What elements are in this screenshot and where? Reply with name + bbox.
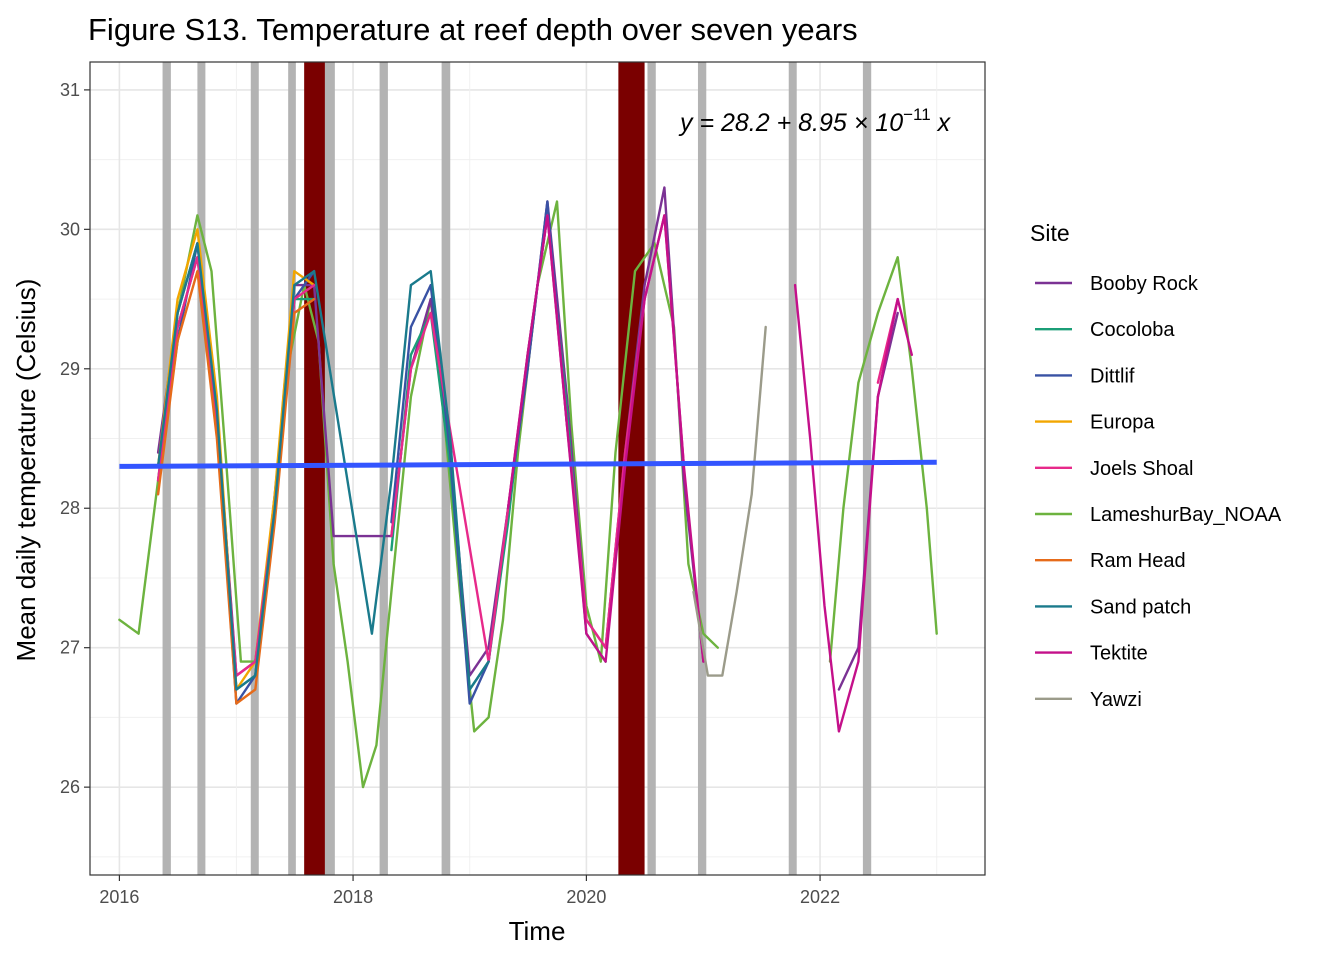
legend-item: Sand patch: [1035, 596, 1191, 618]
shaded-period-gray: [441, 62, 451, 875]
chart-title: Figure S13. Temperature at reef depth ov…: [88, 12, 858, 47]
shaded-period-gray: [862, 62, 872, 875]
x-tick-label: 2018: [333, 887, 373, 907]
shaded-period-gray: [197, 62, 206, 875]
y-tick-label: 28: [60, 498, 80, 518]
plot-border: [89, 61, 986, 876]
equation-rhs: x: [931, 109, 952, 137]
y-tick-label: 31: [60, 80, 80, 100]
legend-item: LameshurBay_NOAA: [1035, 504, 1282, 526]
equation-exponent: −11: [903, 105, 931, 124]
legend-label: Dittlif: [1090, 365, 1135, 387]
legend-label: Tektite: [1090, 643, 1148, 665]
y-axis-title: Mean daily temperature (Celsius): [11, 279, 41, 662]
y-tick-label: 26: [60, 777, 80, 797]
shaded-period-gray: [788, 62, 797, 875]
series-line-lameshurbay-noaa: [118, 200, 938, 789]
legend-item: Joels Shoal: [1035, 458, 1193, 480]
y-tick-label: 29: [60, 359, 80, 379]
legend-item: Yawzi: [1035, 689, 1142, 711]
legend-label: Yawzi: [1090, 689, 1142, 711]
series-line-ram-head: [156, 270, 316, 705]
legend-item: Dittlif: [1035, 365, 1135, 387]
shaded-period-gray: [647, 62, 656, 875]
legend-items: Booby Rock Cocoloba Dittlif Europa Joels Sho…: [1035, 273, 1282, 711]
x-tick-label: 2020: [566, 887, 606, 907]
legend-item: Ram Head: [1035, 550, 1186, 572]
x-axis-ticks: 2016 2018 2020 2022: [99, 875, 840, 907]
legend-title: Site: [1030, 220, 1070, 246]
trend-line-segment: [119, 459, 937, 469]
legend-label: LameshurBay_NOAA: [1090, 504, 1282, 526]
x-tick-label: 2022: [800, 887, 840, 907]
shaded-period-gray: [288, 62, 296, 875]
legend-label: Joels Shoal: [1090, 458, 1193, 480]
legend-label: Cocoloba: [1090, 319, 1175, 341]
legend-label: Booby Rock: [1090, 273, 1199, 295]
data-series: [118, 186, 938, 789]
legend-label: Ram Head: [1090, 550, 1186, 572]
trend-equation: y = 28.2 + 8.95 × 10−11 x: [678, 105, 952, 137]
legend-item: Booby Rock: [1035, 273, 1199, 295]
legend-label: Sand patch: [1090, 596, 1191, 618]
x-axis-title: Time: [509, 916, 566, 946]
series-line-yawzi: [692, 325, 767, 677]
plot-panel: [90, 62, 985, 875]
legend-item: Tektite: [1035, 643, 1148, 665]
shaded-period-gray: [697, 62, 707, 875]
y-tick-label: 30: [60, 219, 80, 239]
legend-item: Cocoloba: [1035, 319, 1175, 341]
shaded-period-dark: [304, 62, 325, 875]
shaded-period-gray: [250, 62, 259, 875]
legend-label: Europa: [1090, 412, 1155, 434]
series-line-tektite: [506, 214, 913, 733]
shaded-period-gray: [379, 62, 388, 875]
equation-lhs: y = 28.2 + 8.95 × 10: [678, 109, 903, 137]
legend-item: Europa: [1035, 412, 1155, 434]
x-tick-label: 2016: [99, 887, 139, 907]
y-axis-ticks: 26 27 28 29 30 31: [60, 80, 90, 797]
y-tick-label: 27: [60, 638, 80, 658]
legend: Site Booby Rock Cocoloba Dittlif Europa Joel…: [1030, 220, 1282, 711]
series-line-sand-patch: [156, 242, 490, 691]
trend-line: [119, 459, 937, 469]
shaded-period-gray: [324, 62, 335, 875]
